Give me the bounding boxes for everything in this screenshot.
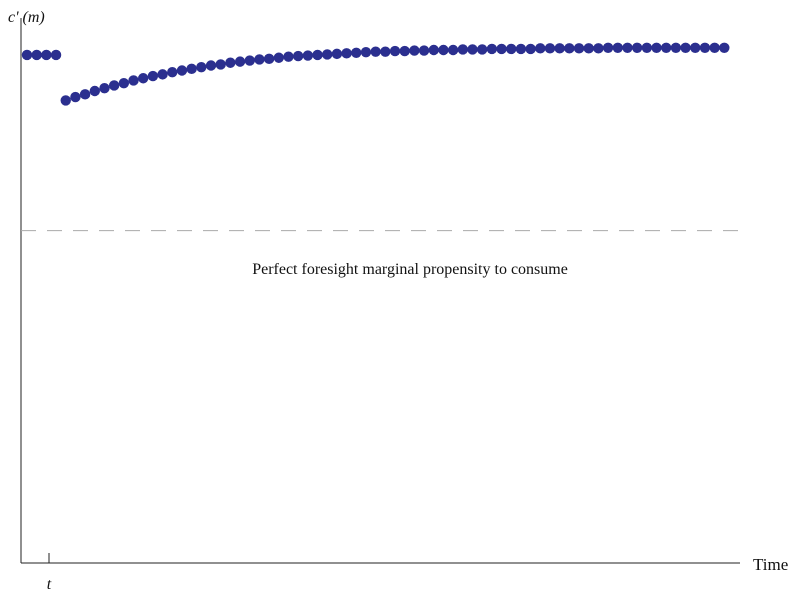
data-point [506, 43, 517, 55]
data-point [651, 42, 662, 53]
data-point [50, 49, 62, 61]
data-point [302, 50, 314, 61]
data-point [418, 45, 430, 56]
data-point [186, 63, 197, 75]
data-point [535, 43, 546, 54]
data-point [612, 42, 623, 53]
data-point [351, 47, 362, 58]
data-point [196, 61, 207, 73]
x-axis-label: Time [753, 555, 788, 574]
data-point [205, 60, 217, 71]
data-point [244, 55, 255, 66]
data-point [273, 52, 285, 63]
data-point [709, 42, 720, 53]
data-point [602, 42, 614, 53]
data-point [118, 78, 130, 89]
data-point [515, 43, 527, 55]
data-point [331, 48, 343, 60]
data-point [147, 70, 159, 82]
data-point [263, 53, 275, 65]
data-point [31, 49, 42, 61]
data-point [283, 51, 294, 62]
data-point [583, 43, 594, 54]
data-point [496, 43, 507, 55]
data-point [428, 44, 439, 56]
data-point [380, 46, 391, 57]
data-point [719, 42, 730, 53]
data-point [89, 85, 100, 97]
data-point [370, 46, 381, 57]
data-point [544, 43, 556, 54]
data-points [21, 42, 730, 106]
data-point [167, 66, 178, 78]
data-point [176, 65, 188, 76]
data-point [564, 43, 575, 54]
data-point [254, 54, 265, 65]
data-point [292, 50, 304, 62]
data-point [680, 42, 691, 53]
x-tick-label: t [47, 576, 52, 593]
data-point [312, 49, 323, 61]
data-point [225, 57, 236, 68]
data-point [670, 42, 682, 53]
data-point [690, 42, 701, 53]
data-point [447, 44, 459, 56]
data-point [467, 44, 478, 55]
data-point [389, 45, 401, 57]
data-point [699, 42, 711, 53]
data-point [234, 56, 246, 67]
data-point [438, 44, 449, 56]
data-point [70, 91, 81, 103]
data-point [138, 73, 149, 84]
data-point [322, 49, 333, 60]
data-point [21, 49, 33, 61]
y-axis-label: c' (m) [8, 9, 45, 26]
data-point [360, 47, 372, 58]
data-point [593, 43, 604, 54]
data-point [41, 49, 52, 61]
data-point [457, 44, 469, 55]
data-point [99, 83, 110, 94]
data-point [661, 42, 672, 53]
data-point [409, 45, 420, 56]
data-point [622, 42, 633, 53]
data-point [399, 45, 410, 57]
data-point [525, 43, 536, 55]
data-point [554, 43, 565, 54]
reference-line-annotation: Perfect foresight marginal propensity to… [252, 261, 568, 278]
data-point [341, 48, 352, 59]
data-point [128, 75, 139, 86]
data-point [79, 89, 91, 100]
data-point [215, 59, 226, 70]
data-point [573, 43, 585, 54]
data-point [60, 95, 71, 106]
data-point [486, 43, 498, 55]
data-point [631, 42, 643, 53]
data-point [641, 42, 653, 53]
data-point [108, 80, 120, 91]
data-point [476, 44, 488, 55]
data-point [157, 69, 168, 80]
